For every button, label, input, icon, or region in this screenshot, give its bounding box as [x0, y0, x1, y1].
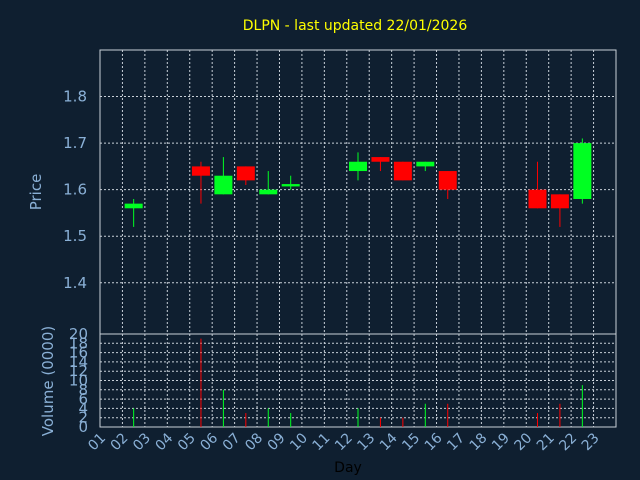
chart-title: DLPN - last updated 22/01/2026: [243, 18, 468, 34]
x-tick-label: 03: [130, 430, 154, 454]
x-axis-label: Day: [334, 460, 362, 476]
candle-body: [259, 189, 278, 195]
candle-body: [281, 184, 300, 187]
volume-axis-label: Volume (0000): [39, 326, 57, 436]
x-tick-label: 20: [511, 430, 535, 454]
price-tick-label: 1.5: [63, 227, 87, 245]
volume-tick-label: 10: [69, 372, 88, 390]
price-tick-label: 1.6: [63, 181, 87, 199]
volume-tick-label: 6: [78, 390, 88, 408]
price-axis-label: Price: [27, 174, 45, 211]
volume-tick-label: 16: [69, 344, 88, 362]
candle-body: [124, 203, 143, 209]
x-tick-label: 23: [579, 430, 603, 454]
candle-body: [416, 161, 435, 167]
x-tick-label: 09: [265, 430, 289, 454]
x-axis: 0102030405060708091011121314151617181920…: [85, 430, 602, 454]
x-tick-label: 02: [108, 430, 132, 454]
x-tick-label: 22: [556, 430, 580, 454]
x-tick-label: 19: [489, 430, 513, 454]
x-tick-label: 07: [220, 430, 244, 454]
x-tick-label: 21: [534, 430, 558, 454]
x-tick-label: 04: [153, 430, 177, 454]
volume-tick-label: 18: [69, 334, 88, 352]
candle-body: [371, 157, 390, 162]
x-tick-label: 16: [422, 430, 446, 454]
price-panel: 1.4 1.5 1.6 1.7 1.8: [63, 49, 617, 335]
x-tick-label: 14: [377, 430, 401, 454]
volume-tick-label: 4: [78, 399, 88, 417]
volume-tick-label: 14: [69, 353, 88, 371]
x-tick-label: 12: [332, 430, 356, 454]
volume-tick-label: 8: [78, 381, 88, 399]
x-tick-label: 01: [85, 430, 109, 454]
x-tick-label: 11: [310, 430, 334, 454]
candle-body: [528, 189, 547, 209]
x-tick-label: 18: [467, 430, 491, 454]
volume-tick-label: 2: [78, 409, 88, 427]
candle-body: [214, 175, 233, 195]
x-tick-label: 17: [444, 430, 468, 454]
price-tick-label: 1.8: [63, 88, 87, 106]
x-tick-label: 13: [354, 430, 378, 454]
x-tick-label: 06: [197, 430, 221, 454]
candle-body: [550, 194, 569, 209]
candle-body: [438, 171, 457, 190]
volume-tick-label: 0: [78, 418, 88, 436]
price-tick-label: 1.7: [63, 134, 87, 152]
candle-body: [393, 161, 412, 181]
volume-tick-label: 12: [69, 362, 88, 380]
x-tick-label: 10: [287, 430, 311, 454]
x-tick-label: 05: [175, 430, 199, 454]
volume-tick-label: 20: [69, 325, 88, 343]
candle-body: [573, 143, 592, 199]
candle-body: [191, 166, 210, 176]
candle-body: [236, 166, 255, 181]
x-tick-label: 08: [242, 430, 266, 454]
candle-body: [349, 161, 367, 172]
price-tick-label: 1.4: [63, 274, 87, 292]
x-tick-label: 15: [399, 430, 423, 454]
